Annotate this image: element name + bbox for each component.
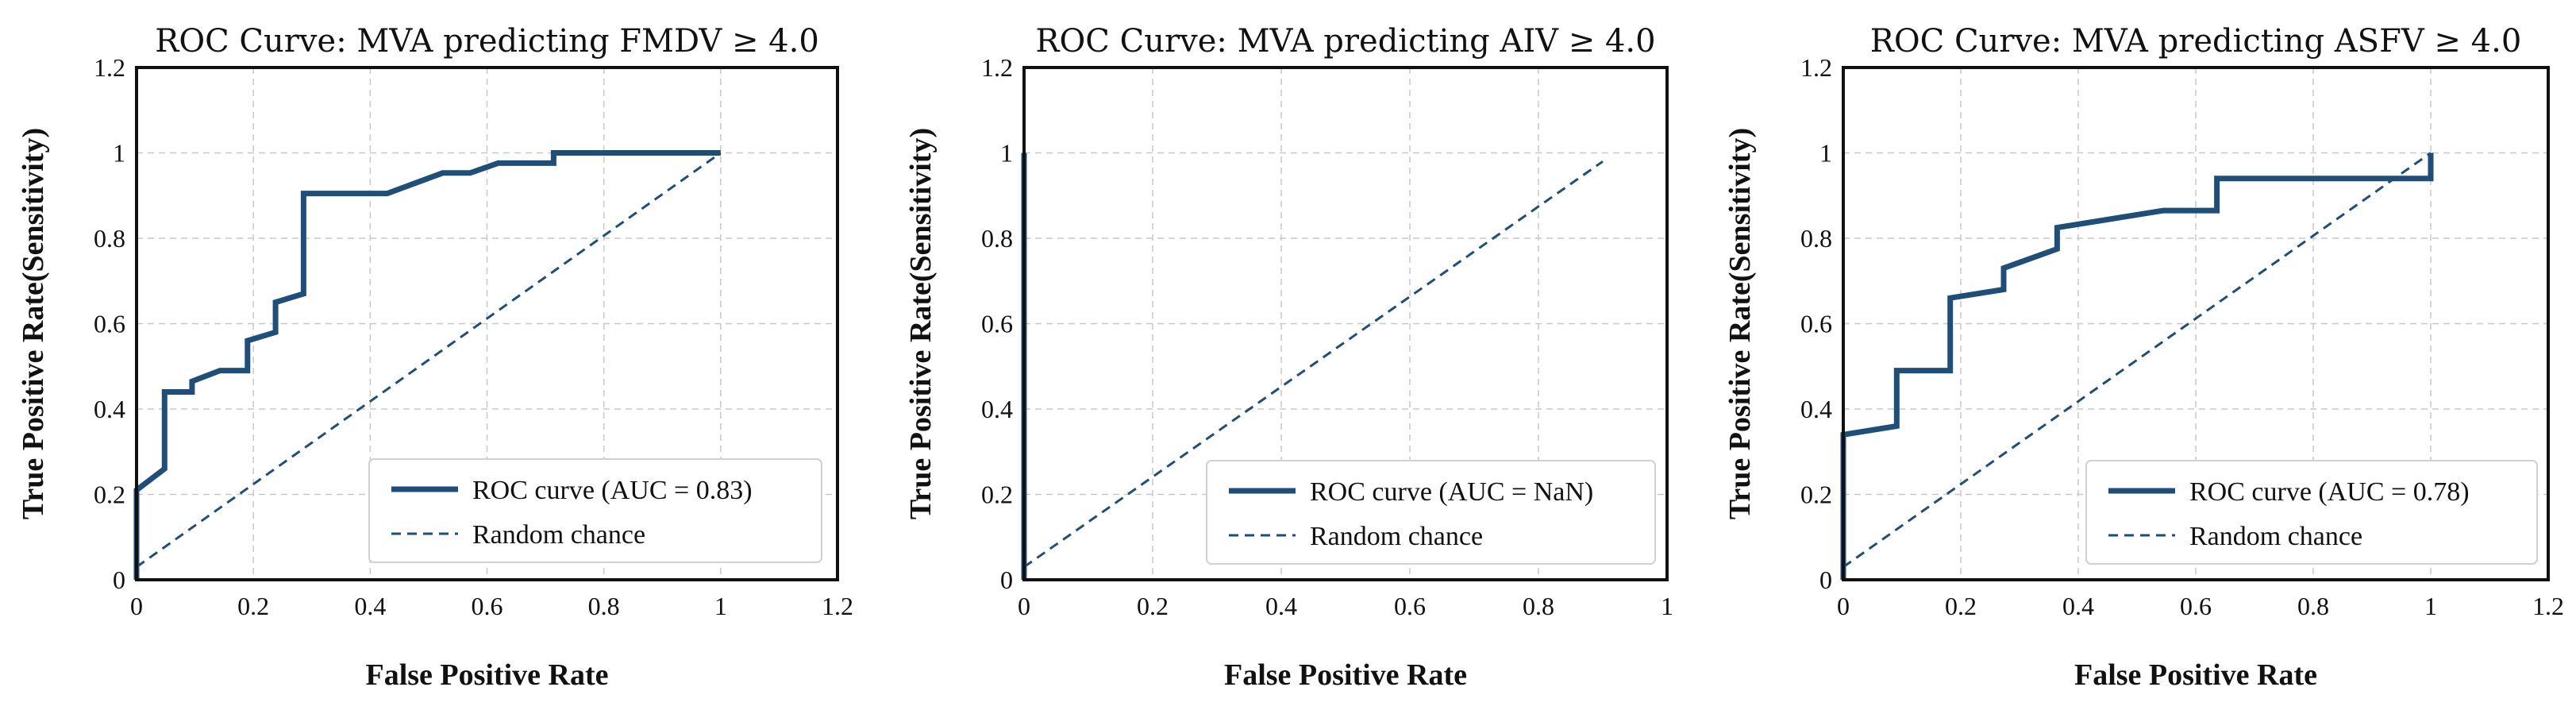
y-tick-label: 0 [1000,565,1013,594]
x-tick-label: 1 [714,592,727,620]
y-tick-label: 0.4 [94,395,125,423]
y-tick-label: 0.8 [1800,224,1832,253]
y-tick-label: 0.2 [94,481,125,509]
y-tick-label: 1 [1819,139,1832,168]
y-tick-label: 1.2 [981,53,1013,82]
random-chance-line [136,152,722,569]
random-chance-line [1842,152,2432,569]
plot-frame [1842,66,2550,581]
legend-label: Random chance [2189,522,2362,551]
y-tick-label: 0.6 [981,310,1013,338]
x-tick-label: 0.4 [1265,592,1297,620]
legend-box [1206,460,1656,565]
legend-label: Random chance [472,520,645,550]
x-tick-label: 0.6 [472,592,503,620]
chart-title: ROC Curve: MVA predicting ASFV ≥ 4.0 [1870,23,2522,60]
chart-title: ROC Curve: MVA predicting FMDV ≥ 4.0 [155,23,819,60]
y-tick-label: 1 [1000,139,1013,168]
y-axis-label: True Positive Rate(Sensitivity) [1723,128,1757,519]
legend: ROC curve (AUC = 0.83) Random chance [368,458,822,563]
roc-panel-2: 0 0.2 0.4 0.6 0.8 1 1.2 0 0.2 0.4 0.6 0.8 1 ROC Curve… [904,23,1673,692]
y-tick-label: 0.4 [1800,395,1832,423]
legend: ROC curve (AUC = NaN) Random chance [1206,460,1656,565]
y-tick-label: 1.2 [1800,53,1832,82]
legend-label: ROC curve (AUC = NaN) [1310,477,1593,507]
y-axis-label: True Positive Rate(Sensitivity) [904,128,938,519]
y-tick-label: 1.2 [94,53,125,82]
y-tick-label: 0.6 [1800,310,1832,338]
legend-box [368,458,822,563]
x-tick-label: 0.2 [1945,592,1977,620]
legend-label: Random chance [1310,522,1483,551]
y-tick-label: 0 [1819,565,1832,594]
legend-label: ROC curve (AUC = 0.78) [2189,477,2470,507]
y-axis-label: True Positive Rate(Sensitivity) [17,128,50,519]
y-tick-label: 0.2 [1800,481,1832,509]
y-tick-label: 0.6 [94,310,125,338]
x-tick-label: 1.2 [822,592,853,620]
x-tick-label: 1 [1661,592,1673,620]
x-tick-label: 0 [130,592,143,620]
plot-frame [135,66,839,581]
x-axis-label: False Positive Rate [1224,658,1467,692]
chart-title: ROC Curve: MVA predicting AIV ≥ 4.0 [1035,23,1655,60]
legend-label: ROC curve (AUC = 0.83) [472,476,753,505]
roc-curve-line [1840,152,2434,580]
x-tick-label: 0.8 [588,592,620,620]
legend: ROC curve (AUC = 0.78) Random chance [2085,460,2538,565]
x-tick-label: 0.2 [237,592,269,620]
y-tick-label: 0.4 [981,395,1013,423]
y-tick-label: 0.2 [981,481,1013,509]
x-tick-label: 0.2 [1137,592,1169,620]
x-tick-label: 0 [1837,592,1850,620]
x-tick-label: 0.4 [2062,592,2094,620]
random-chance-line [1023,160,1604,569]
x-tick-label: 0.4 [354,592,386,620]
x-tick-label: 1.2 [2532,592,2564,620]
roc-curve-line [133,150,721,580]
y-tick-label: 0.8 [94,224,125,253]
x-tick-label: 0.8 [1523,592,1554,620]
legend-box [2085,460,2538,565]
x-axis-label: False Positive Rate [2074,658,2317,692]
x-tick-label: 0.6 [1394,592,1426,620]
x-tick-label: 0 [1018,592,1030,620]
x-tick-label: 0.6 [2180,592,2212,620]
roc-panel-1: 0 0.2 0.4 0.6 0.8 1 1.2 0 0.2 0.4 0.6 0.8 1 1.2 ROC Cu… [17,23,853,692]
y-tick-label: 1 [113,139,125,168]
x-tick-label: 1 [2424,592,2437,620]
plot-frame [1022,66,1669,581]
roc-panel-3: 0 0.2 0.4 0.6 0.8 1 1.2 0 0.2 0.4 0.6 0.8 1 1.2 ROC Cu… [1723,23,2564,692]
x-axis-label: False Positive Rate [365,658,608,692]
y-tick-label: 0 [113,565,125,594]
x-tick-label: 0.8 [2297,592,2329,620]
y-tick-label: 0.8 [981,224,1013,253]
